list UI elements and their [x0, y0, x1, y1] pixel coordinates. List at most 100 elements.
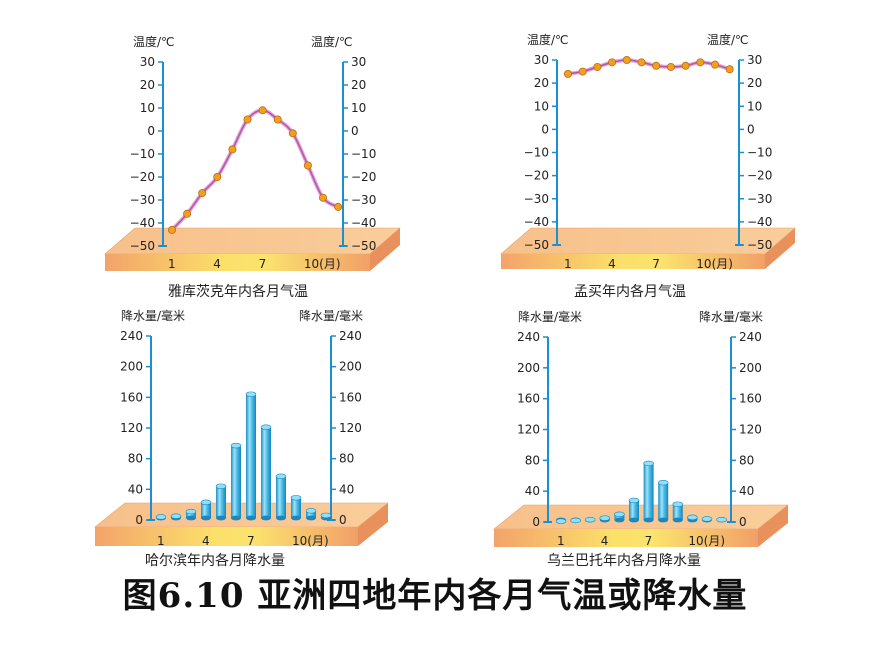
bar-cap-month-8	[657, 479, 669, 486]
bar-base-month-8	[261, 515, 271, 521]
bar-cap-month-6	[628, 497, 640, 504]
y-axis-label-right: 温度/℃	[311, 34, 353, 49]
bar-base-month-7	[643, 517, 654, 523]
y-tick-label-right: 10	[351, 101, 366, 115]
data-point-month-4	[213, 172, 222, 181]
bar-base-month-3	[186, 515, 196, 521]
y-tick-label-left: 200	[120, 360, 143, 374]
y-tick-label-left: −30	[130, 193, 155, 207]
y-tick-label-left: −40	[524, 215, 549, 229]
bar-cap-month-11	[701, 516, 713, 522]
bar-cap-month-7	[245, 391, 257, 397]
bar-month-5	[614, 514, 625, 520]
bar-cap-month-4	[200, 499, 212, 506]
y-tick-label-right: 0	[339, 513, 347, 527]
y-tick-label-left: 10	[140, 101, 155, 115]
y-tick-label-right: 0	[351, 124, 359, 138]
y-tick-label-left: −20	[130, 170, 155, 184]
platform-side	[370, 228, 400, 271]
platform-side	[358, 503, 388, 546]
bar-base-month-7	[246, 515, 256, 521]
platform-side	[765, 228, 795, 269]
bar-cap-month-10	[290, 495, 302, 501]
chart-caption-ulaanbaatar: 乌兰巴托年内各月降水量	[547, 553, 701, 569]
y-tick-label-left: 30	[140, 55, 155, 69]
x-tick-label: 7	[652, 257, 660, 271]
bar-month-6	[629, 500, 639, 520]
y-tick-label-left: 80	[128, 452, 143, 466]
y-tick-label-right: 40	[739, 484, 754, 498]
bar-cap-month-12	[716, 516, 727, 523]
platform-side	[758, 505, 788, 547]
data-point-month-9	[288, 129, 297, 138]
bar-base-month-9	[672, 517, 683, 523]
data-point-month-5	[228, 145, 237, 154]
x-tick-label: 7	[259, 257, 267, 271]
y-tick-label-left: 10	[534, 99, 549, 113]
bar-month-4	[201, 502, 211, 518]
data-point-month-9	[681, 61, 690, 70]
platform-front	[494, 529, 758, 547]
y-tick-label-right: 0	[747, 122, 755, 136]
platform-front	[105, 254, 370, 271]
data-point-month-12	[725, 65, 734, 74]
y-tick-label-right: −20	[351, 170, 376, 184]
y-tick-label-left: −20	[524, 169, 549, 183]
data-point-month-4	[608, 58, 617, 67]
y-tick-label-right: −50	[747, 238, 772, 252]
data-point-month-8	[666, 62, 675, 71]
y-tick-label-right: −30	[747, 192, 772, 206]
x-tick-label: 4	[608, 257, 616, 271]
data-point-month-10	[303, 161, 312, 170]
y-tick-label-right: 200	[739, 361, 762, 375]
data-point-month-10	[696, 58, 705, 67]
data-point-month-11	[711, 60, 720, 69]
bar-cap-month-6	[230, 442, 242, 449]
bar-base-month-5	[216, 515, 226, 521]
bar-cap-month-2	[570, 517, 581, 524]
x-tick-label: 7	[247, 534, 255, 548]
bar-month-8	[658, 482, 669, 520]
x-tick-label: 10(月)	[688, 534, 725, 548]
bar-base-month-5	[614, 517, 625, 523]
y-axis-label-left: 温度/℃	[527, 32, 569, 47]
bar-base-month-6	[629, 517, 639, 523]
series-line-glow	[170, 108, 340, 232]
bar-cap-month-3	[185, 508, 197, 515]
bar-cap-month-8	[260, 424, 272, 430]
y-tick-label-left: 240	[517, 330, 540, 344]
y-axis-label-right: 温度/℃	[707, 32, 749, 47]
y-tick-label-right: 240	[339, 329, 362, 343]
y-tick-label-right: 30	[747, 53, 762, 67]
bar-month-7	[246, 394, 256, 518]
y-tick-label-left: 0	[532, 515, 540, 529]
data-point-month-7	[258, 106, 267, 115]
bar-cap-month-5	[614, 511, 625, 517]
y-tick-label-right: 30	[351, 55, 366, 69]
y-tick-label-left: 20	[534, 76, 549, 90]
chart-caption-harbin: 哈尔滨年内各月降水量	[145, 553, 285, 569]
y-tick-label-right: 0	[739, 515, 747, 529]
y-tick-label-left: 0	[147, 124, 155, 138]
y-tick-label-left: 40	[128, 482, 143, 496]
data-point-month-11	[318, 193, 327, 202]
y-tick-label-right: 80	[739, 453, 754, 467]
x-tick-label: 4	[601, 534, 609, 548]
bar-cap-month-11	[305, 508, 317, 514]
bar-cap-month-12	[320, 512, 332, 519]
data-point-month-1	[564, 69, 573, 78]
data-point-month-6	[637, 58, 646, 67]
x-tick-label: 10(月)	[696, 257, 733, 271]
figure-title: 图6.10 亚洲四地年内各月气温或降水量	[122, 576, 748, 616]
bar-cap-month-1	[555, 518, 567, 524]
y-tick-label-left: 160	[517, 392, 540, 406]
data-point-month-2	[183, 209, 192, 218]
y-tick-label-right: 10	[747, 99, 762, 113]
series-line	[171, 109, 339, 231]
y-tick-label-left: 0	[135, 513, 143, 527]
x-tick-label: 1	[557, 534, 565, 548]
data-point-month-6	[243, 115, 252, 124]
y-tick-label-right: 20	[351, 78, 366, 92]
y-axis-label-right: 降水量/毫米	[699, 309, 763, 324]
bar-month-5	[216, 486, 226, 518]
